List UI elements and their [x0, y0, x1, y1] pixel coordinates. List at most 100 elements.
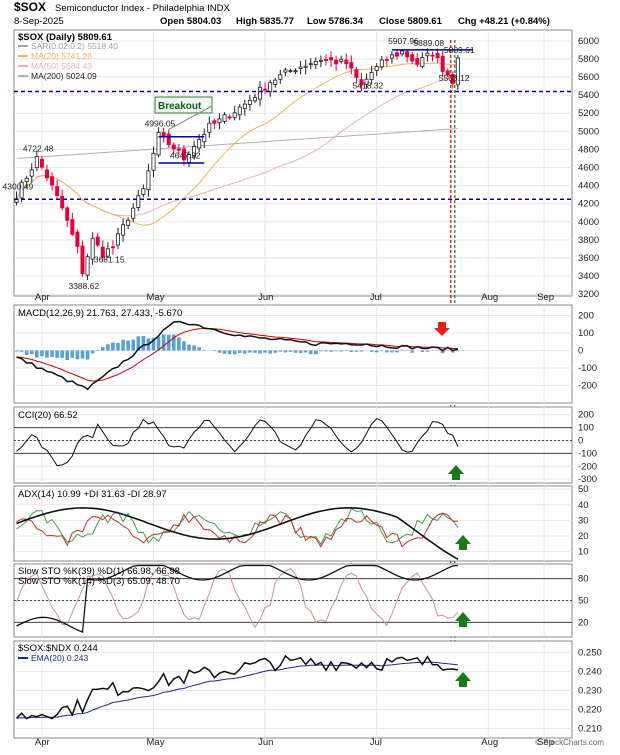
candle-body — [111, 247, 114, 248]
price-tick-label: 6000 — [578, 36, 599, 47]
macd-histogram-bar — [71, 351, 75, 358]
macd-histogram-bar — [263, 351, 267, 353]
candle-body — [142, 189, 145, 195]
macd-histogram-bar — [187, 345, 191, 351]
price-point-label: 4996.05 — [145, 119, 176, 129]
macd-histogram-bar — [314, 351, 318, 355]
candle-body — [127, 220, 130, 225]
price-point-label: 4300.49 — [3, 182, 34, 192]
macd-histogram-bar — [126, 341, 130, 351]
candle-body — [228, 117, 231, 118]
candle-body — [299, 67, 302, 68]
chart-layer: 3200340036003800400042004400460048005000… — [3, 30, 602, 748]
macd-histogram-bar — [238, 351, 242, 353]
candle-body — [279, 75, 282, 80]
macd-histogram-bar — [162, 334, 166, 350]
price-tick-label: 4400 — [578, 181, 599, 192]
candle-body — [370, 72, 373, 79]
change-value: Chg +48.21 (+0.84%) — [458, 16, 550, 27]
macd-histogram-bar — [218, 351, 222, 353]
month-label-bottom: Jul — [370, 737, 382, 748]
candle-body — [203, 135, 206, 142]
macd-histogram-bar — [15, 351, 19, 352]
candle-body — [218, 119, 221, 123]
candle-body — [81, 246, 84, 274]
macd-histogram-bar — [20, 351, 24, 352]
candle-body — [40, 159, 43, 167]
macd-histogram-bar — [142, 336, 146, 350]
candle-body — [319, 60, 322, 61]
price-tick-label: 3200 — [578, 289, 599, 300]
candle-body — [172, 145, 175, 149]
candle-body — [258, 87, 261, 99]
price-point-label: 5889.08 — [413, 38, 444, 48]
candle-body — [152, 153, 155, 170]
macd-histogram-bar — [192, 345, 196, 350]
macd-histogram-bar — [410, 351, 414, 353]
candle-body — [71, 220, 74, 235]
macd-histogram-bar — [294, 351, 298, 353]
ratio-tick-label: 0.230 — [578, 685, 602, 696]
month-label-top: Aug — [481, 292, 498, 303]
macd-histogram-bar — [213, 351, 217, 352]
candle-body — [116, 234, 119, 245]
candle-body — [223, 115, 226, 122]
credit-text: © StockCharts.com — [535, 738, 604, 747]
candle-body — [30, 170, 33, 176]
candle-body — [431, 55, 434, 56]
macd-histogram-bar — [284, 351, 288, 353]
candle-body — [76, 232, 79, 246]
candle-body — [421, 57, 424, 66]
macd-tick-label: 200 — [578, 311, 594, 322]
candle-body — [243, 104, 246, 108]
breakout-label: Breakout — [158, 101, 202, 112]
candle-body — [269, 83, 272, 92]
candle-body — [253, 98, 256, 101]
candle-body — [284, 70, 287, 72]
candle-body — [329, 58, 332, 60]
adx-tick-label: 10 — [578, 547, 589, 558]
price-tick-label: 5200 — [578, 108, 599, 119]
macd-histogram-bar — [40, 351, 44, 357]
ratio-tick-label: 0.250 — [578, 647, 602, 658]
macd-histogram-bar — [334, 351, 338, 352]
adx-tick-label: 30 — [578, 515, 589, 526]
macd-histogram-bar — [228, 351, 232, 355]
macd-histogram-bar — [289, 351, 293, 352]
macd-histogram-bar — [81, 351, 85, 359]
candle-body — [385, 59, 388, 60]
ratio-tick-label: 0.220 — [578, 704, 602, 715]
macd-histogram-bar — [177, 337, 181, 350]
macd-histogram-bar — [375, 351, 379, 353]
candle-body — [411, 55, 414, 61]
macd-histogram-bar — [355, 351, 359, 352]
macd-histogram-bar — [395, 351, 399, 353]
macd-tick-label: 0 — [578, 346, 583, 357]
price-point-label: 3388.62 — [68, 281, 99, 291]
ratio-legend: EMA(20) 0.243 — [31, 653, 88, 663]
candle-body — [304, 66, 307, 67]
macd-histogram-bar — [304, 351, 308, 353]
macd-histogram-bar — [319, 351, 323, 352]
ratio-tick-label: 0.210 — [578, 723, 602, 734]
candle-body — [335, 60, 338, 64]
macd-tick-label: -100 — [578, 363, 597, 374]
macd-histogram-bar — [350, 351, 354, 352]
candle-body — [132, 208, 135, 218]
ratio-tick-label: 0.240 — [578, 666, 602, 677]
macd-histogram-bar — [35, 351, 39, 358]
month-label-bottom: Jun — [258, 737, 273, 748]
macd-histogram-bar — [30, 351, 34, 355]
candle-body — [61, 196, 64, 208]
candle-body — [35, 157, 38, 168]
candle-body — [264, 89, 267, 90]
high-value: High 5835.77 — [236, 16, 294, 27]
macd-histogram-bar — [268, 351, 272, 354]
macd-histogram-bar — [400, 350, 404, 351]
candle-body — [441, 56, 444, 71]
macd-histogram-bar — [45, 351, 49, 358]
macd-histogram-bar — [344, 351, 348, 352]
month-label-bottom: Aug — [481, 737, 498, 748]
candle-body — [121, 225, 124, 235]
cci-tick-label: 0 — [578, 435, 583, 446]
